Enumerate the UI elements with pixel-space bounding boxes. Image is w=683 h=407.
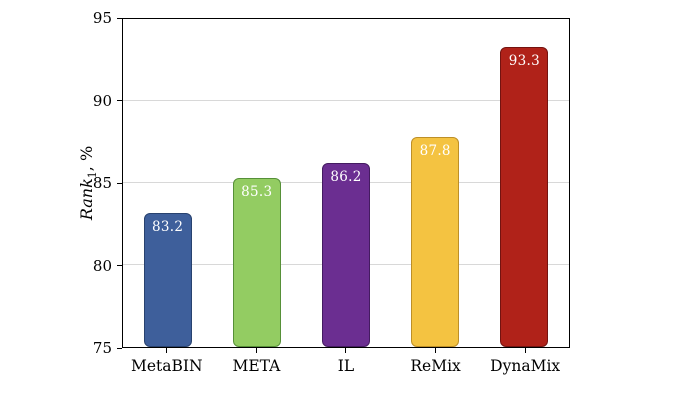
y-tick-label: 95 (92, 9, 112, 27)
bar-value-label: 83.2 (151, 218, 184, 235)
x-tick-label: IL (337, 357, 355, 375)
x-tick-label: ReMix (410, 357, 461, 375)
x-tick-slot: ReMix (391, 348, 481, 375)
bar-slot: 93.3 (480, 19, 569, 347)
bar-value-label: 85.3 (241, 184, 273, 201)
bar-dynamix: 93.3 (500, 46, 549, 347)
bar-slot: 85.3 (212, 19, 301, 347)
y-tick-mark (117, 347, 122, 349)
x-tick-label: MetaBIN (131, 357, 203, 375)
bar-value-label: 86.2 (330, 169, 362, 186)
y-tick-mark (117, 100, 122, 101)
y-tick-label: 85 (92, 174, 112, 192)
x-tick-slot: META (212, 348, 302, 375)
bar-remix: 87.8 (411, 137, 460, 347)
y-tick-mark (117, 265, 122, 266)
y-axis-tick-labels: 75 80 85 90 95 (60, 9, 112, 357)
y-axis-tick-marks (117, 17, 122, 349)
y-tick-label: 80 (92, 256, 112, 275)
x-tick-mark (345, 348, 347, 353)
y-tick-label: 75 (92, 339, 112, 357)
bar-value-label: 87.8 (419, 143, 451, 160)
bar-slot: 83.2 (123, 19, 212, 347)
x-tick-mark (255, 348, 257, 353)
plot-area: 83.2 85.3 86.2 87.8 93.3 (122, 18, 570, 348)
gridline (123, 100, 569, 101)
bar-slot: 87.8 (391, 19, 480, 347)
x-tick-slot: IL (301, 348, 391, 375)
x-tick-mark (524, 348, 526, 353)
bar-slot: 86.2 (301, 19, 390, 347)
x-tick-label: DynaMix (490, 357, 561, 375)
x-tick-mark (435, 348, 437, 353)
x-axis-tick-labels: MetaBIN META IL ReMix DynaMix (122, 348, 570, 375)
bars-container: 83.2 85.3 86.2 87.8 93.3 (123, 19, 569, 347)
y-tick-label: 90 (92, 91, 112, 110)
y-tick-mark (117, 182, 122, 184)
y-tick-mark (117, 17, 122, 19)
x-tick-mark (166, 348, 168, 353)
bar-il: 86.2 (322, 163, 370, 347)
bar-metabin: 83.2 (143, 212, 192, 347)
x-tick-label: META (232, 357, 281, 375)
bar-meta: 85.3 (232, 178, 281, 347)
x-tick-slot: MetaBIN (122, 348, 212, 375)
bar-value-label: 93.3 (508, 52, 541, 69)
x-tick-slot: DynaMix (480, 348, 570, 375)
